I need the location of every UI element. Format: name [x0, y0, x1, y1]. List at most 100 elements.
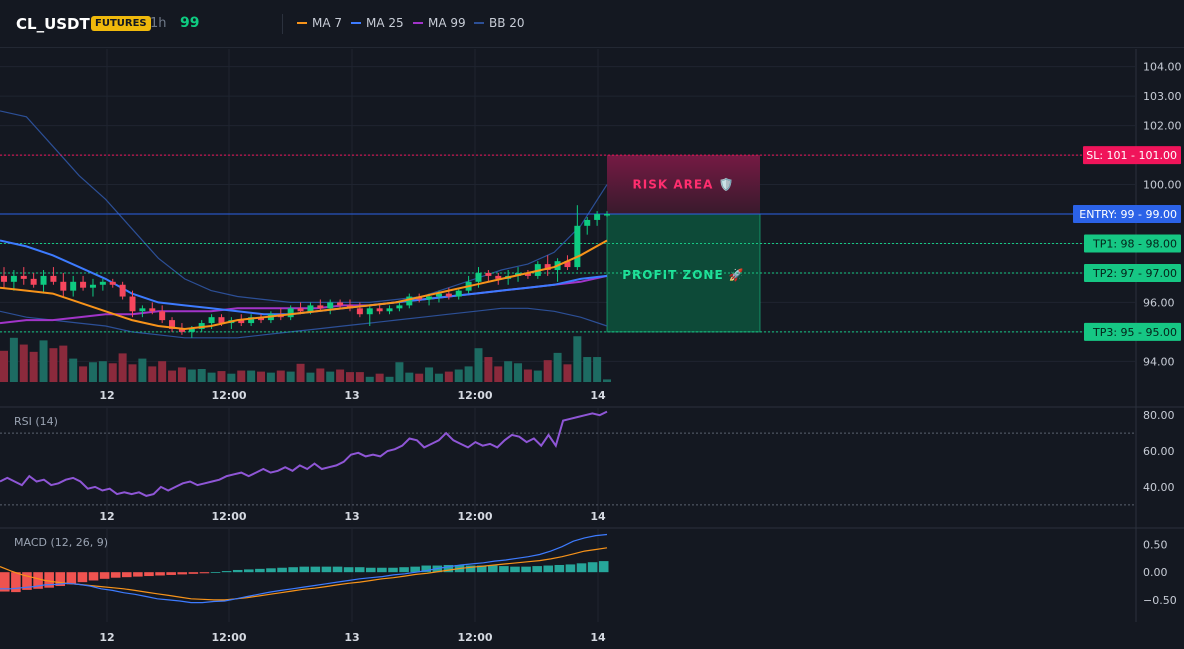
macd-histogram-bar	[210, 572, 221, 573]
volume-bar	[49, 348, 58, 382]
chart-header: CL_USDT FUTURES 1h 99 MA 7 MA 25 MA 99 B…	[0, 0, 1184, 48]
macd-histogram-bar	[310, 566, 321, 573]
candle-body	[218, 317, 225, 324]
macd-time-tick-label: 13	[344, 631, 359, 644]
volume-bar	[88, 362, 97, 382]
candle-body	[178, 328, 185, 332]
macd-histogram-bar	[255, 568, 265, 573]
symbol-name[interactable]: CL_USDT	[16, 15, 90, 33]
macd-histogram-bar	[277, 567, 287, 573]
candle-body	[20, 275, 27, 279]
volume-bar	[168, 370, 177, 382]
volume-bar	[237, 370, 246, 382]
volume-bar	[454, 369, 463, 382]
volume-bar	[207, 372, 216, 382]
macd-histogram-bar	[266, 568, 276, 573]
volume-bar	[118, 353, 127, 382]
macd-histogram-bar	[66, 572, 77, 585]
macd-histogram-bar	[343, 567, 354, 573]
volume-bar	[523, 369, 532, 382]
candle-body	[594, 214, 601, 220]
macd-histogram-bar	[366, 567, 376, 573]
volume-bar	[286, 371, 295, 382]
level-tag-label-tp: TP2: 97 - 97.00	[1092, 267, 1177, 280]
candle-body	[445, 293, 452, 297]
candle-body	[435, 293, 442, 297]
macd-time-tick-label: 12:00	[457, 631, 492, 644]
macd-histogram-bar	[88, 572, 99, 581]
legend-ma7[interactable]: MA 7	[297, 16, 342, 30]
macd-histogram-bar	[587, 562, 598, 573]
volume-bar	[504, 361, 513, 382]
ma99-line	[0, 274, 608, 325]
macd-histogram-bar	[499, 566, 509, 573]
candle-body	[238, 320, 245, 324]
rsi-time-tick-label: 12:00	[211, 510, 246, 523]
header-divider	[282, 14, 283, 34]
volume-bar	[474, 348, 483, 382]
time-tick-label: 12:00	[457, 389, 492, 402]
macd-title: MACD (12, 26, 9)	[14, 536, 108, 549]
macd-line	[0, 533, 608, 604]
macd-histogram-bar	[332, 566, 343, 573]
macd-histogram-bar	[321, 566, 332, 573]
volume-bar	[158, 361, 167, 382]
volume-bar	[494, 366, 503, 382]
candle-body	[426, 296, 433, 300]
price-tick-label: 94.00	[1143, 355, 1175, 368]
legend-bb20[interactable]: BB 20	[474, 16, 525, 30]
volume-bar	[543, 360, 552, 382]
macd-histogram-bar	[288, 567, 298, 573]
macd-histogram-bar	[510, 566, 520, 573]
time-tick-label: 12	[99, 389, 114, 402]
candle-body	[198, 323, 205, 329]
candle-body	[40, 275, 47, 285]
candle-body	[258, 317, 265, 321]
legend-ma25-swatch	[351, 21, 361, 24]
volume-bar	[108, 363, 117, 382]
rsi-time-tick-label: 12	[99, 510, 114, 523]
macd-histogram-bar	[476, 565, 487, 573]
volume-bar	[138, 358, 147, 382]
legend-ma99[interactable]: MA 99	[413, 16, 466, 30]
volume-bar	[257, 371, 266, 382]
legend-bb20-label: BB 20	[489, 16, 525, 30]
price-tick-label: 102.00	[1143, 120, 1182, 133]
bollinger-upper-line	[0, 110, 608, 303]
volume-bar	[365, 376, 374, 382]
macd-signal-line	[0, 547, 608, 601]
macd-histogram-bar	[11, 572, 21, 593]
legend-ma25[interactable]: MA 25	[351, 16, 404, 30]
legend-ma99-label: MA 99	[428, 16, 466, 30]
candle-body	[376, 308, 383, 312]
candle-body	[109, 281, 116, 285]
level-tag-tp	[1084, 263, 1181, 282]
candle-body	[287, 308, 294, 318]
macd-histogram-bar	[33, 572, 43, 589]
candle-body	[584, 219, 591, 226]
rsi-time-tick-label: 14	[590, 510, 606, 523]
level-tag-label-tp: TP1: 98 - 98.00	[1092, 237, 1177, 250]
volume-bar	[405, 372, 414, 382]
volume-bar	[187, 369, 196, 382]
volume-bar	[444, 371, 453, 382]
volume-bar	[197, 369, 206, 382]
volume-bar	[345, 372, 354, 382]
volume-bar	[247, 370, 256, 382]
price-tick-label: 104.00	[1143, 61, 1182, 74]
macd-histogram-bar	[99, 572, 110, 579]
candle-body	[149, 308, 156, 312]
timeframe-label[interactable]: 1h	[150, 16, 167, 31]
candle-body	[604, 214, 610, 216]
candle-body	[89, 284, 96, 288]
candle-body	[208, 317, 215, 324]
candle-body	[327, 302, 334, 309]
candle-body	[307, 305, 314, 312]
macd-time-tick-label: 14	[590, 631, 606, 644]
volume-bar	[266, 372, 275, 382]
candle-body	[337, 302, 344, 306]
candle-body	[455, 290, 462, 297]
volume-bar	[19, 344, 28, 382]
macd-histogram-bar	[410, 566, 420, 573]
